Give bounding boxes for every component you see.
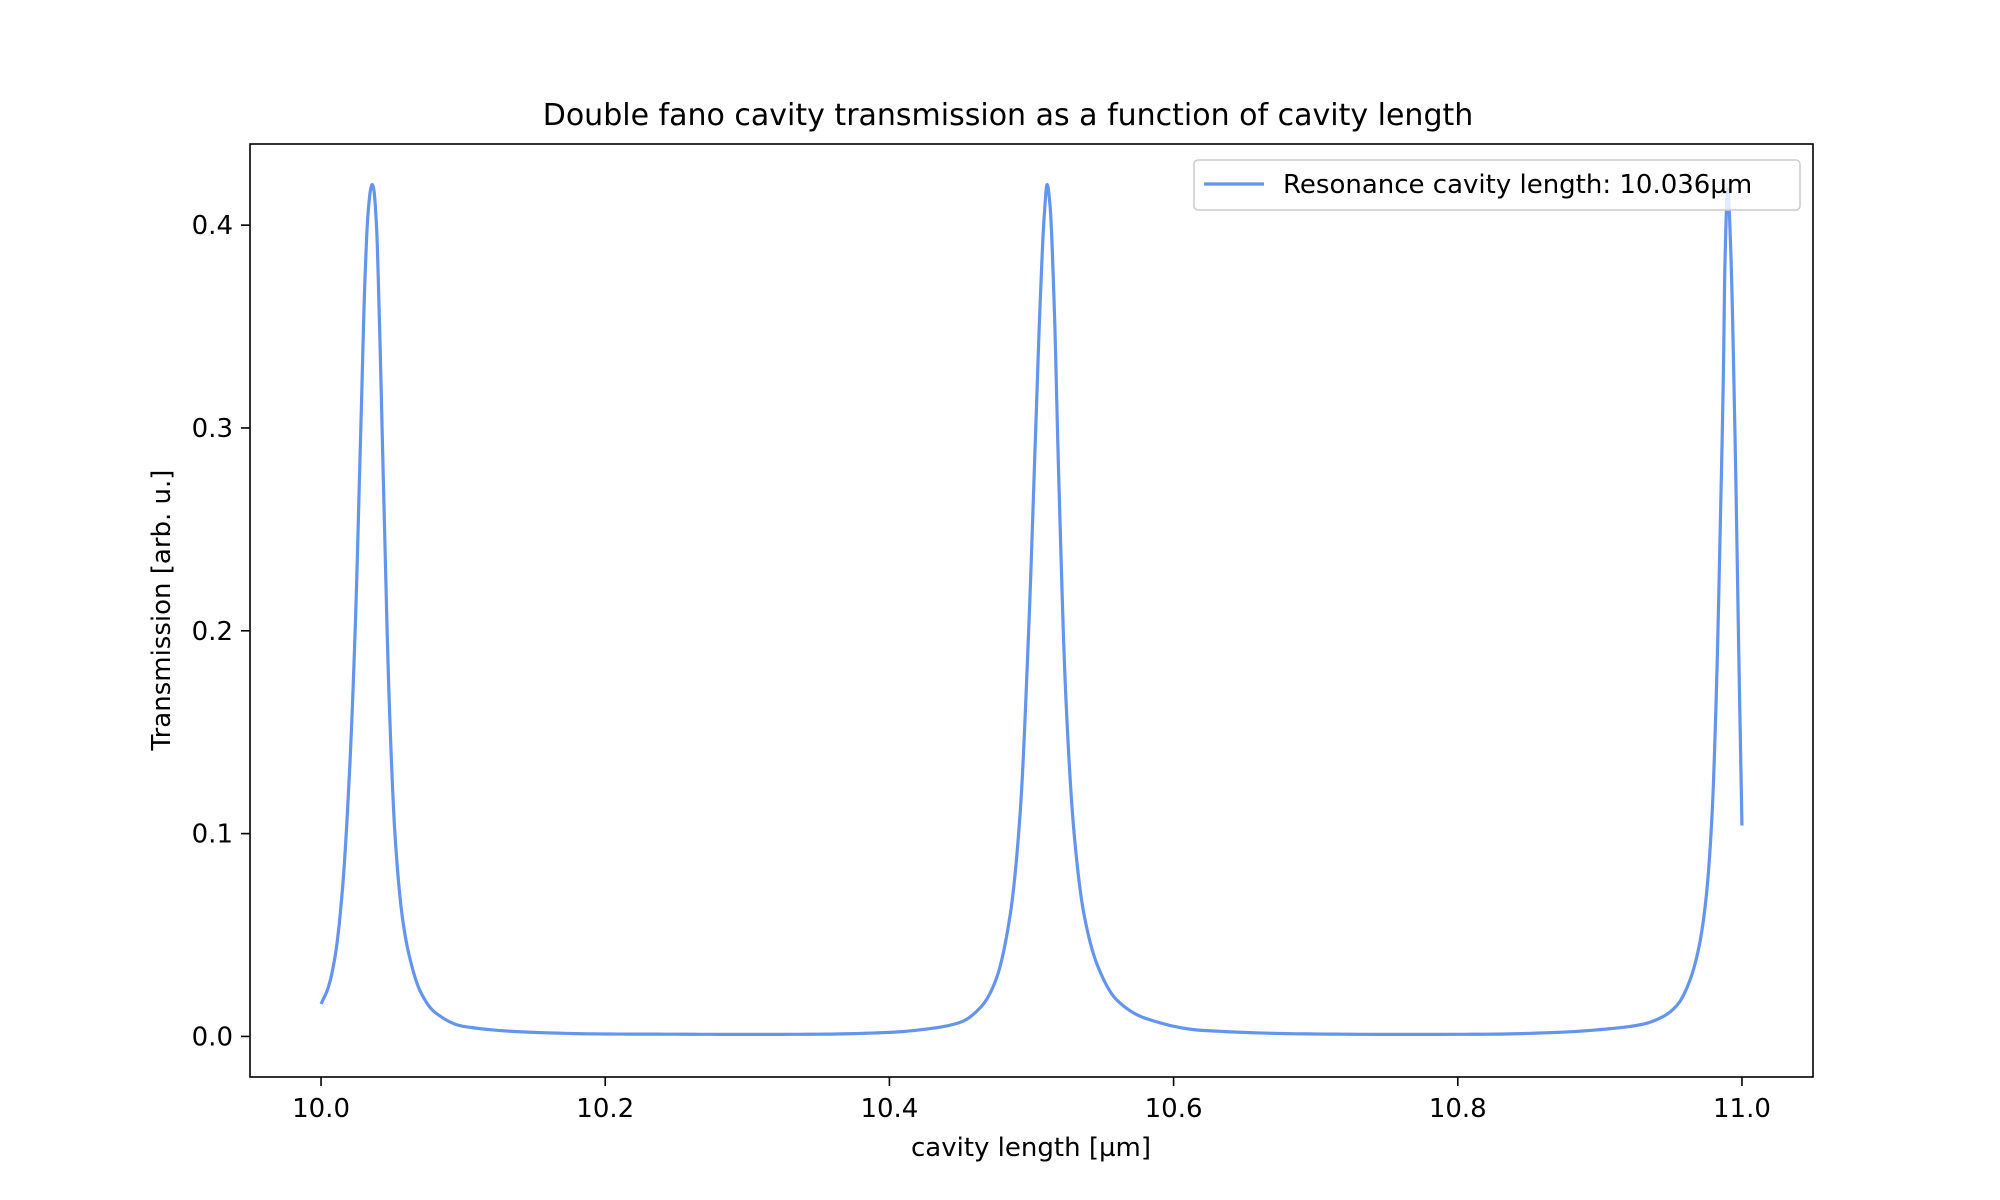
axes-frame xyxy=(249,143,1814,1078)
x-tick-label: 10.2 xyxy=(576,1094,634,1124)
x-tick-label: 10.0 xyxy=(292,1094,350,1124)
x-tick-label: 10.8 xyxy=(1429,1094,1487,1124)
legend: Resonance cavity length: 10.036µm xyxy=(1193,159,1801,211)
legend-box xyxy=(1193,159,1801,211)
y-axis-ticks: 0.0 0.1 0.2 0.3 0.4 xyxy=(192,211,250,1052)
y-tick-label: 0.1 xyxy=(192,820,233,850)
x-axis-ticks: 10.0 10.2 10.4 10.6 10.8 11.0 xyxy=(292,1077,1771,1124)
x-axis-label: cavity length [µm] xyxy=(911,1133,1151,1163)
y-tick-label: 0.0 xyxy=(192,1022,233,1052)
series-line xyxy=(319,182,1744,1037)
y-tick-label: 0.3 xyxy=(192,414,233,444)
x-tick-label: 11.0 xyxy=(1713,1094,1771,1124)
y-tick-label: 0.4 xyxy=(192,211,233,241)
y-axis-label: Transmission [arb. u.] xyxy=(147,470,177,752)
x-tick-label: 10.4 xyxy=(860,1094,918,1124)
chart-title: Double fano cavity transmission as a fun… xyxy=(543,98,1474,133)
series-layer xyxy=(319,182,1744,1037)
legend-series-label: Resonance cavity length: 10.036µm xyxy=(1283,170,1752,200)
y-tick-label: 0.2 xyxy=(192,617,233,647)
plot-area: 10.0 10.2 10.4 10.6 10.8 11.0 0.0 0.1 0.2 0.3 0.4 xyxy=(192,143,1814,1124)
x-tick-label: 10.6 xyxy=(1145,1094,1203,1124)
